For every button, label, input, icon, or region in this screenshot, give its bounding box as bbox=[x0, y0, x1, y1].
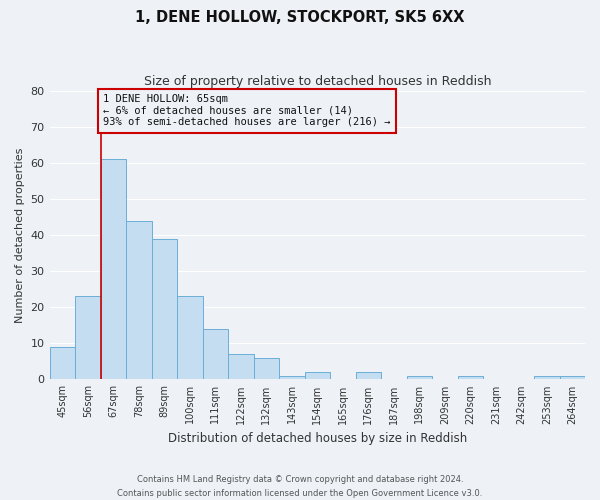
Bar bbox=[50, 347, 75, 380]
Bar bbox=[458, 376, 483, 380]
Text: 1 DENE HOLLOW: 65sqm
← 6% of detached houses are smaller (14)
93% of semi-detach: 1 DENE HOLLOW: 65sqm ← 6% of detached ho… bbox=[103, 94, 391, 128]
Bar bbox=[75, 296, 101, 380]
Bar bbox=[534, 376, 560, 380]
Bar bbox=[279, 376, 305, 380]
X-axis label: Distribution of detached houses by size in Reddish: Distribution of detached houses by size … bbox=[167, 432, 467, 445]
Bar bbox=[560, 376, 585, 380]
Bar bbox=[305, 372, 330, 380]
Bar bbox=[177, 296, 203, 380]
Text: 1, DENE HOLLOW, STOCKPORT, SK5 6XX: 1, DENE HOLLOW, STOCKPORT, SK5 6XX bbox=[135, 10, 465, 25]
Bar bbox=[407, 376, 432, 380]
Bar bbox=[254, 358, 279, 380]
Title: Size of property relative to detached houses in Reddish: Size of property relative to detached ho… bbox=[143, 75, 491, 88]
Bar bbox=[101, 159, 126, 380]
Bar bbox=[152, 238, 177, 380]
Bar bbox=[203, 329, 228, 380]
Y-axis label: Number of detached properties: Number of detached properties bbox=[15, 148, 25, 322]
Bar bbox=[126, 220, 152, 380]
Bar bbox=[356, 372, 381, 380]
Bar bbox=[228, 354, 254, 380]
Text: Contains HM Land Registry data © Crown copyright and database right 2024.
Contai: Contains HM Land Registry data © Crown c… bbox=[118, 476, 482, 498]
